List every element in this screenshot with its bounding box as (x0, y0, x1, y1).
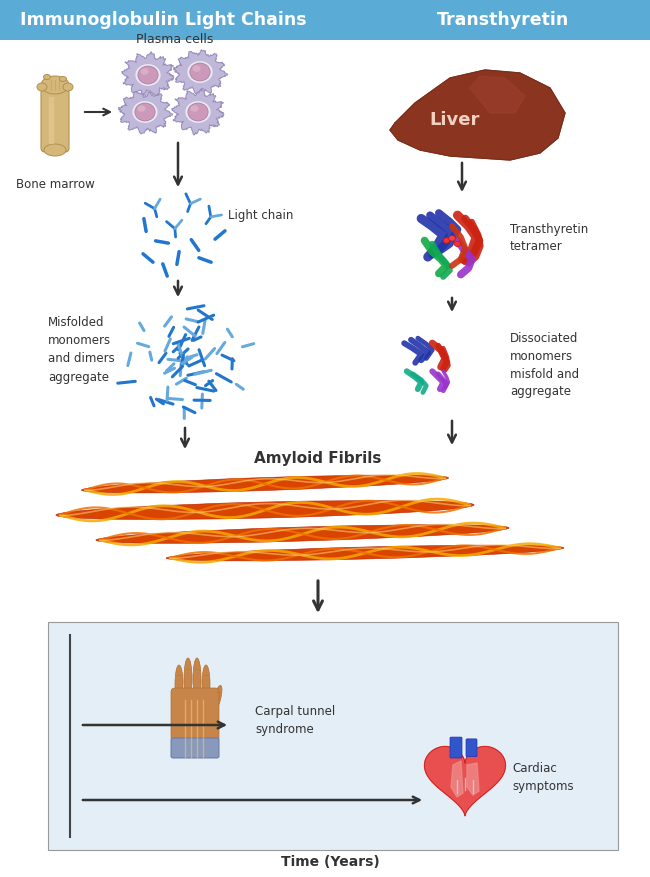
Ellipse shape (135, 103, 155, 121)
Polygon shape (390, 70, 565, 160)
Bar (48, 622, 618, 850)
Polygon shape (172, 89, 224, 135)
Ellipse shape (41, 76, 69, 94)
Text: Transthyretin
tetramer: Transthyretin tetramer (510, 223, 588, 253)
FancyBboxPatch shape (41, 89, 69, 152)
Ellipse shape (81, 475, 448, 493)
Polygon shape (424, 746, 506, 816)
FancyBboxPatch shape (466, 739, 477, 757)
Ellipse shape (443, 238, 450, 243)
Ellipse shape (184, 658, 192, 700)
Text: Plasma cells: Plasma cells (136, 33, 214, 46)
Ellipse shape (166, 545, 564, 561)
Ellipse shape (454, 241, 461, 246)
Text: Transthyretin: Transthyretin (437, 11, 569, 29)
Ellipse shape (448, 236, 455, 241)
Ellipse shape (56, 501, 474, 519)
Polygon shape (451, 761, 463, 797)
FancyBboxPatch shape (171, 688, 219, 741)
Ellipse shape (202, 665, 210, 703)
Ellipse shape (133, 101, 158, 123)
Ellipse shape (187, 61, 213, 83)
FancyBboxPatch shape (171, 738, 219, 758)
Bar (0, 0, 650, 40)
Polygon shape (470, 76, 525, 113)
Text: Misfolded
monomers
and dimers
aggregate: Misfolded monomers and dimers aggregate (48, 317, 115, 383)
Polygon shape (49, 97, 53, 143)
FancyBboxPatch shape (450, 737, 462, 758)
Ellipse shape (44, 144, 66, 156)
Ellipse shape (190, 63, 210, 81)
Ellipse shape (96, 524, 509, 543)
Ellipse shape (60, 76, 66, 82)
Text: Time (Years): Time (Years) (281, 855, 380, 869)
Text: Immunoglobulin Light Chains: Immunoglobulin Light Chains (20, 11, 306, 29)
Ellipse shape (138, 66, 158, 84)
Text: Carpal tunnel
syndrome: Carpal tunnel syndrome (255, 705, 335, 736)
Ellipse shape (37, 83, 47, 91)
Polygon shape (118, 89, 172, 133)
Polygon shape (122, 52, 174, 97)
Polygon shape (467, 763, 479, 795)
Ellipse shape (192, 65, 201, 72)
Ellipse shape (212, 686, 222, 712)
Text: Amyloid Fibrils: Amyloid Fibrils (254, 451, 382, 466)
Ellipse shape (190, 105, 199, 111)
Ellipse shape (44, 75, 51, 80)
Text: Liver: Liver (430, 111, 480, 129)
Text: Cardiac
symptoms: Cardiac symptoms (512, 762, 573, 793)
Ellipse shape (135, 64, 161, 86)
Polygon shape (173, 50, 227, 94)
Ellipse shape (185, 101, 211, 123)
Ellipse shape (140, 68, 149, 75)
Text: Bone marrow: Bone marrow (16, 178, 94, 191)
Ellipse shape (193, 658, 201, 700)
Ellipse shape (63, 83, 73, 91)
Text: Light chain: Light chain (228, 209, 293, 222)
Ellipse shape (188, 103, 208, 121)
Ellipse shape (138, 105, 146, 111)
Ellipse shape (175, 665, 183, 703)
Text: Dissociated
monomers
misfold and
aggregate: Dissociated monomers misfold and aggrega… (510, 332, 579, 398)
